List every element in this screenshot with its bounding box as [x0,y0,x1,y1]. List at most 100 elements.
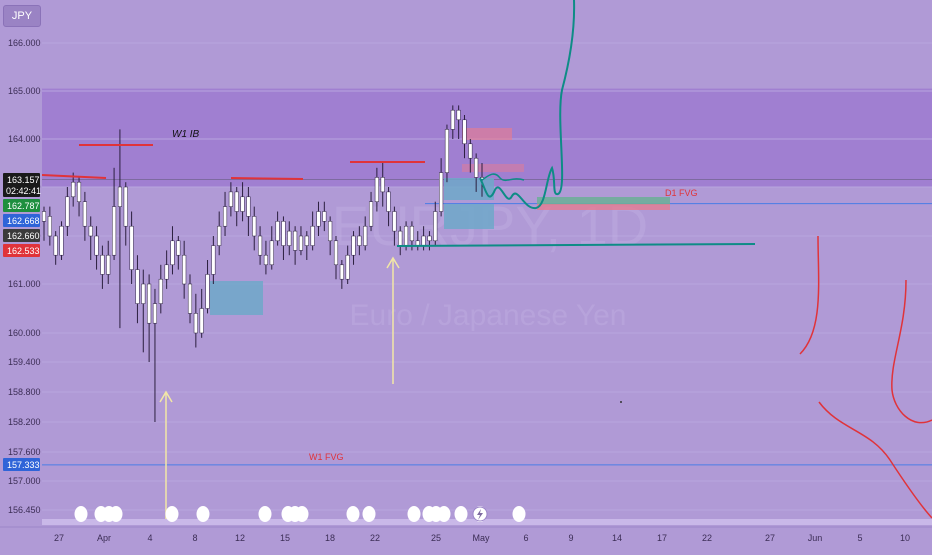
price-label-text: 162.668 [7,216,40,226]
price-label-bg [3,229,40,242]
event-marker[interactable] [512,506,526,522]
event-marker[interactable] [258,506,272,522]
x-tick-label: Apr [97,533,111,543]
candle-body [468,143,473,159]
teal-support-line [396,243,756,247]
candle-body [82,201,87,227]
candle-body [439,172,444,212]
d1-fvg-box-green [537,197,670,205]
candle-body [398,230,403,246]
candle-1 [47,206,52,246]
currency-button[interactable]: JPY [3,5,41,27]
candle-body [129,225,134,270]
event-marker[interactable] [437,506,451,522]
y-tick-label: 158.800 [8,387,41,397]
small-dot [620,401,622,403]
candle-50 [333,236,339,280]
candle-body [240,196,245,212]
candle-body [293,230,298,251]
candle-body [222,206,228,227]
candle-body [409,225,414,242]
candle-53 [351,231,356,265]
candle-body [94,235,99,256]
candle-body [228,191,233,207]
x-tick-label: 25 [431,533,441,543]
candle-body [298,235,304,251]
candle-44 [298,226,304,256]
event-marker[interactable] [295,506,309,522]
event-marker[interactable] [196,506,210,522]
candle-45 [304,231,309,260]
event-marker[interactable] [454,506,468,522]
candle-body [392,211,397,232]
candle-body [380,177,385,193]
candle-35 [246,187,251,236]
candle-55 [363,216,368,251]
candle-body [322,211,327,222]
red-line-left [41,174,107,179]
candle-54 [357,226,362,256]
candle-51 [339,260,344,289]
candle-body [269,240,274,266]
y-tick-label: 159.400 [8,357,41,367]
candle-body [474,157,479,178]
candle-30 [217,211,222,256]
event-marker[interactable] [362,506,376,522]
price-label-text: 162.787 [7,201,40,211]
candle-body [170,240,175,266]
yellow-arrow-left-head [159,390,173,403]
price-label-bg [3,244,40,257]
candle-42 [287,221,292,256]
candle-body [374,177,379,202]
candle-body [444,129,450,173]
candle-66 [427,231,432,251]
candle-34 [240,182,245,222]
candle-71 [456,105,461,139]
price-label: 162.533 [3,244,40,257]
candle-body [234,191,239,212]
x-tick-label: 4 [147,533,152,543]
candle-38 [263,240,268,275]
event-marker[interactable] [109,506,123,522]
w1-fvg-label: W1 FVG [309,452,344,462]
price-label: 162.660 [3,229,40,242]
y-tick-label: 158.200 [8,417,41,427]
candle-17 [141,269,146,353]
y-tick-label: 161.000 [8,279,41,289]
candle-31 [222,191,228,236]
price-label: 162.668 [3,214,40,227]
red-drawing-right-1 [799,235,820,355]
price-label: 162.787 [3,199,40,212]
fvg-box-blue-3 [444,204,494,229]
yellow-arrow-right-head [386,256,400,269]
event-marker[interactable] [74,506,88,522]
candle-57 [374,167,379,212]
candle-body [316,211,321,227]
candle-body [404,225,409,246]
candle-body [386,191,391,212]
event-marker[interactable] [165,506,179,522]
event-marker[interactable] [346,506,360,522]
y-axis-panel [0,0,42,527]
candle-body [53,235,58,256]
candle-body [456,109,461,121]
candle-70 [450,105,455,139]
candle-body [421,235,426,246]
candle-body [252,216,257,237]
event-markers[interactable] [74,506,526,522]
event-marker[interactable] [407,506,421,522]
candle-body [141,283,146,304]
x-axis[interactable]: 27 Apr 4 8 12 15 18 22 25 May 6 9 14 17 22 27 Jun 5 10 [54,533,910,543]
candle-28 [205,260,210,314]
price-label: 157.333 [3,458,40,471]
lightning-bolt-icon [477,509,483,520]
candle-body [275,221,280,242]
fvg-box-blue-2 [444,178,494,200]
candles [41,105,485,422]
candle-13 [117,129,122,329]
candle-body [88,225,93,237]
